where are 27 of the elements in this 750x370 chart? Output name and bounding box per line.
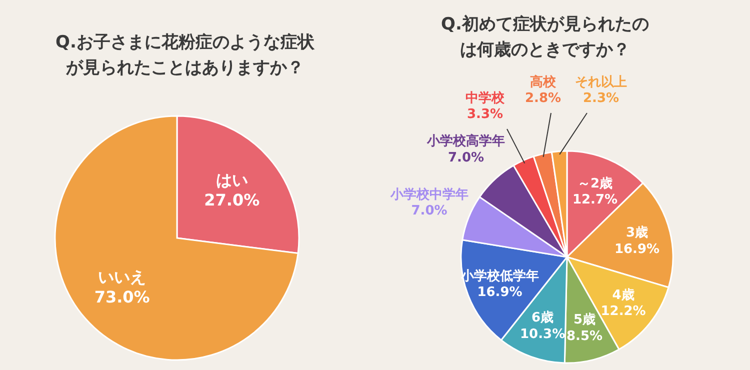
data-label: 7.0% [448, 150, 484, 166]
data-label: 2.8% [524, 91, 562, 106]
chart-title: Q.お子さまに花粉症のような症状が見られたことはありますか？ [56, 32, 316, 78]
data-label: 7.0% [411, 204, 448, 219]
slice-label: それ以上 [575, 74, 627, 90]
data-label: 2.3% [582, 91, 620, 106]
slice-label: はい [216, 170, 248, 190]
slice-label: 6歳 [532, 310, 554, 326]
data-label: 8.5% [566, 328, 603, 344]
data-label: 3.3% [466, 107, 504, 122]
slice-label: 小学校中学年 [389, 186, 468, 202]
chart-title: Q.初めて症状が見られたのは何歳のときですか？ [441, 14, 649, 60]
slice-label: 高校 [530, 74, 557, 90]
slice-label: 4歳 [612, 288, 634, 303]
data-label: 12.2% [600, 304, 646, 320]
slice-label: 小学校高学年 [426, 133, 506, 150]
data-label: 16.9% [614, 242, 660, 257]
slice-label: 3歳 [626, 226, 648, 241]
data-label: 27.0% [204, 190, 260, 210]
slice-label: いいえ [98, 267, 146, 286]
slice-label: 5歳 [573, 312, 596, 328]
data-label: 12.7% [572, 192, 618, 208]
slice-label: ～2歳 [578, 176, 613, 192]
data-label: 73.0% [94, 287, 150, 306]
pie-slice [54, 115, 299, 361]
slice-label: 中学校 [466, 90, 506, 106]
data-label: 16.9% [477, 285, 522, 300]
